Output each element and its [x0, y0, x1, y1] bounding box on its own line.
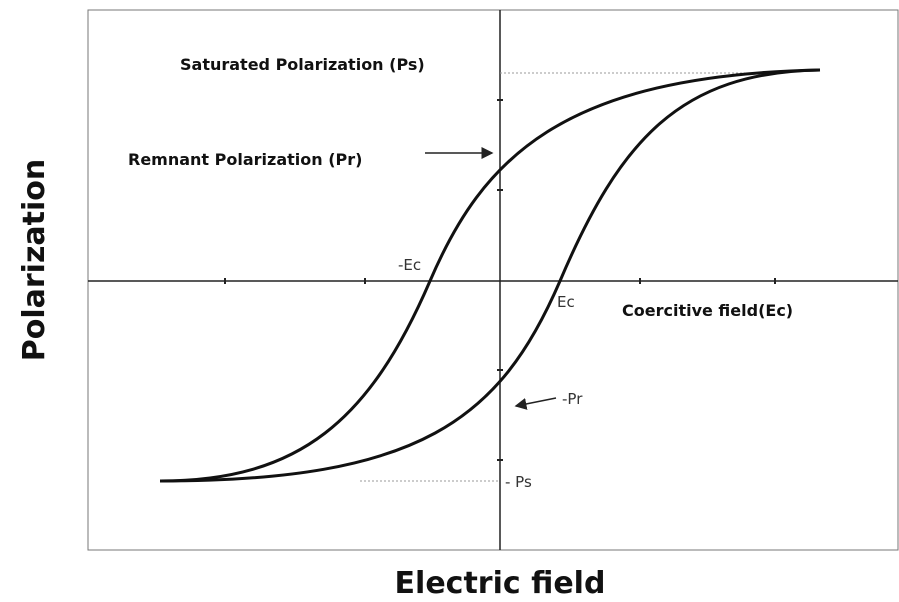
x-axis-label: Electric field [395, 566, 606, 601]
saturated-label: Saturated Polarization (Ps) [180, 55, 425, 74]
neg-ps-label: - Ps [505, 473, 532, 491]
neg-ec-label: -Ec [398, 256, 421, 274]
axis-ticks [224, 99, 776, 461]
lower-branch [159, 68, 821, 483]
frame [87, 9, 899, 551]
upper-branch [159, 68, 821, 483]
remnant-label: Remnant Polarization (Pr) [128, 150, 362, 169]
neg-pr-arrow [514, 397, 557, 410]
neg-pr-label: -Pr [562, 390, 583, 408]
y-axis-label: Polarization [17, 159, 52, 362]
ec-label: Ec [557, 293, 575, 311]
coercitive-label: Coercitive field(Ec) [622, 301, 793, 320]
